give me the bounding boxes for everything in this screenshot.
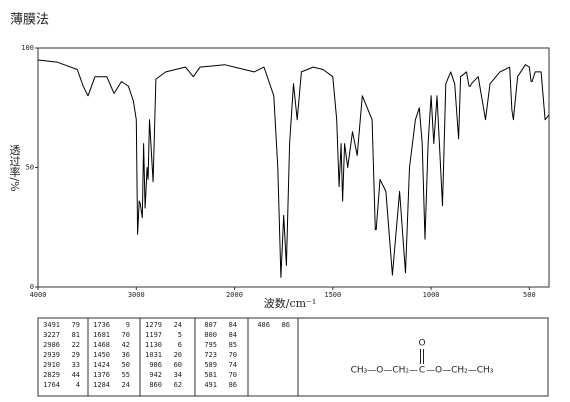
peak-transmittance: 85 <box>229 341 237 349</box>
x-tick-label: 1500 <box>324 291 341 299</box>
structure-top: O <box>418 339 425 349</box>
peak-wavenumber: 1450 <box>93 351 110 359</box>
peak-wavenumber: 1736 <box>93 321 110 329</box>
peak-wavenumber: 2829 <box>43 371 60 379</box>
peak-wavenumber: 1764 <box>43 381 60 389</box>
spectrum-line <box>37 59 550 278</box>
peak-transmittance: 60 <box>174 361 182 369</box>
peak-transmittance: 29 <box>72 351 80 359</box>
peak-wavenumber: 723 <box>204 351 217 359</box>
peak-transmittance: 24 <box>122 381 130 389</box>
peak-wavenumber: 795 <box>204 341 217 349</box>
peak-wavenumber: 491 <box>204 381 217 389</box>
peak-transmittance: 55 <box>122 371 130 379</box>
peak-transmittance: 42 <box>122 341 130 349</box>
peak-wavenumber: 860 <box>149 381 162 389</box>
peak-wavenumber: 581 <box>204 371 217 379</box>
peak-wavenumber: 1468 <box>93 341 110 349</box>
x-axis-label: 波数/cm⁻¹ <box>264 297 317 310</box>
peak-transmittance: 62 <box>174 381 182 389</box>
peak-transmittance: 50 <box>122 361 130 369</box>
peak-wavenumber: 3491 <box>43 321 60 329</box>
peak-wavenumber: 2939 <box>43 351 60 359</box>
structure: CH₃—O—CH₂— C —O—CH₂—CH₃ O <box>351 339 494 376</box>
peak-wavenumber: 807 <box>204 321 217 329</box>
peak-transmittance: 33 <box>72 361 80 369</box>
peak-transmittance: 70 <box>229 371 237 379</box>
y-tick-label: 100 <box>21 44 34 52</box>
peak-wavenumber: 1197 <box>145 331 162 339</box>
peak-wavenumber: 1376 <box>93 371 110 379</box>
peak-transmittance: 79 <box>72 321 80 329</box>
peak-transmittance: 81 <box>72 331 80 339</box>
x-tick-label: 3000 <box>128 291 145 299</box>
peak-transmittance: 74 <box>229 361 237 369</box>
table-dividers <box>87 318 299 396</box>
peak-table-frame <box>37 317 549 397</box>
peak-transmittance: 84 <box>229 321 237 329</box>
title: 薄膜法 <box>10 13 49 28</box>
peak-transmittance: 36 <box>122 351 130 359</box>
peak-transmittance: 44 <box>72 371 80 379</box>
peak-wavenumber: 2986 <box>43 341 60 349</box>
peak-wavenumber: 1284 <box>93 381 110 389</box>
structure-left: CH₃—O—CH₂— <box>351 366 418 376</box>
peak-wavenumber: 2910 <box>43 361 60 369</box>
peak-transmittance: 70 <box>229 351 237 359</box>
peak-wavenumber: 3227 <box>43 331 60 339</box>
y-tick-label: 0 <box>30 283 34 291</box>
peak-transmittance: 22 <box>72 341 80 349</box>
peak-transmittance: 4 <box>76 381 80 389</box>
peak-wavenumber: 1031 <box>145 351 162 359</box>
peak-transmittance: 86 <box>229 381 237 389</box>
peak-transmittance: 9 <box>126 321 130 329</box>
peak-wavenumber: 1681 <box>93 331 110 339</box>
peak-wavenumber: 942 <box>149 371 162 379</box>
peak-transmittance: 6 <box>178 341 182 349</box>
peak-wavenumber: 1279 <box>145 321 162 329</box>
x-tick-label: 500 <box>523 291 536 299</box>
y-axis-label: 透过率/% <box>8 144 21 191</box>
peak-wavenumber: 800 <box>204 331 217 339</box>
peak-transmittance: 5 <box>178 331 182 339</box>
x-tick-label: 4000 <box>30 291 47 299</box>
structure-right: —O—CH₂—CH₃ <box>426 366 494 376</box>
peak-wavenumber: 1130 <box>145 341 162 349</box>
peak-transmittance: 34 <box>174 371 182 379</box>
peak-transmittance: 84 <box>229 331 237 339</box>
peak-transmittance: 24 <box>174 321 182 329</box>
peak-wavenumber: 486 <box>257 321 270 329</box>
peak-wavenumber: 589 <box>204 361 217 369</box>
peak-transmittance: 70 <box>122 331 130 339</box>
x-tick-label: 1000 <box>423 291 440 299</box>
y-tick-label: 50 <box>26 164 34 172</box>
peak-transmittance: 86 <box>282 321 290 329</box>
peak-wavenumber: 986 <box>149 361 162 369</box>
structure-center: C <box>419 366 425 376</box>
x-tick-label: 2000 <box>226 291 243 299</box>
peak-transmittance: 20 <box>174 351 182 359</box>
peak-wavenumber: 1424 <box>93 361 110 369</box>
